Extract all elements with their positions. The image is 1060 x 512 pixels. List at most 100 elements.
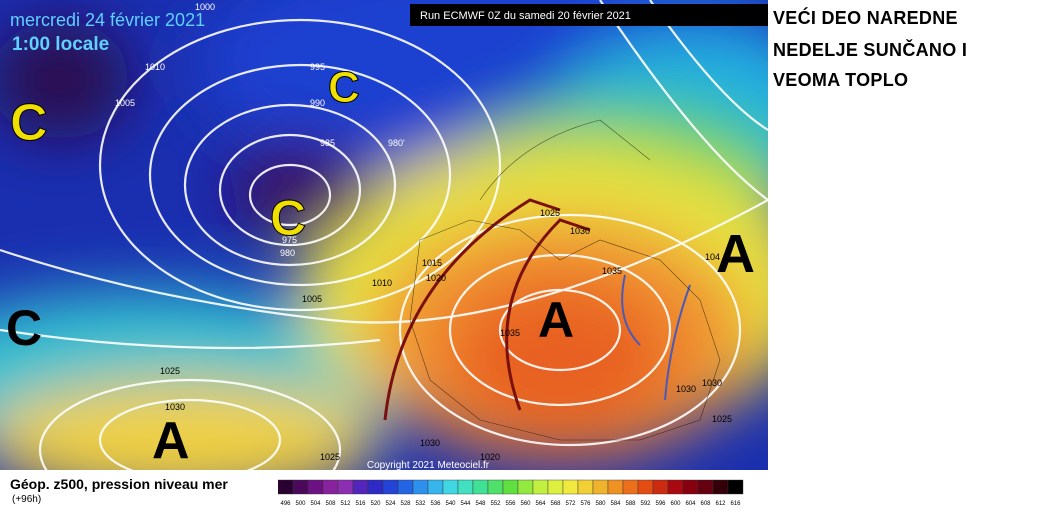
scale-swatch [517,479,534,495]
scale-swatch [427,479,444,495]
scale-label: 548 [475,501,486,507]
pressure-label: 995 [310,62,325,72]
run-label: Run ECMWF 0Z du samedi 20 février 2021 [420,10,631,22]
scale-label: 556 [505,501,516,507]
scale-swatch [337,479,354,495]
scale-label: 496 [280,501,291,507]
scale-swatch [592,479,609,495]
pressure-label: 1035 [500,328,520,338]
low-center: C [6,300,42,356]
scale-swatch [278,479,294,495]
caption-line: VEĆI DEO NAREDNE [773,8,958,28]
scale-swatch [727,479,744,495]
scale-label: 612 [715,501,726,507]
pressure-label: 1020 [426,273,446,283]
scale-label: 604 [685,501,696,507]
low-center: C [10,94,48,152]
caption-line: NEDELJE SUNČANO I [773,40,968,60]
color-scale: 496 500 504 508 512 516 520 524 528 532 536 540 544 5… [278,479,744,507]
pressure-label: 1010 [372,278,392,288]
scale-swatch [292,479,309,495]
scale-swatch [502,479,519,495]
high-center: A [716,224,755,284]
time-label: 1:00 locale [12,34,109,55]
scale-label: 532 [415,501,426,507]
weather-map: Run ECMWF 0Z du samedi 20 février 2021 m… [0,0,768,470]
run-box [410,4,768,26]
scale-swatch [667,479,684,495]
pressure-label: 1025 [160,366,180,376]
high-center: A [152,412,190,470]
scale-label: 508 [325,501,336,507]
scale-label: 608 [700,501,711,507]
high-center: A [538,292,574,348]
scale-swatch [352,479,369,495]
scale-label: 552 [490,501,501,507]
scale-swatch [412,479,429,495]
scale-label: 520 [370,501,381,507]
pressure-label: 1030 [420,438,440,448]
scale-swatch [547,479,564,495]
scale-swatch [532,479,549,495]
scale-label: 512 [340,501,351,507]
pressure-label: 1005 [115,98,135,108]
scale-label: 500 [295,501,306,507]
scale-swatch [652,479,669,495]
scale-label: 576 [580,501,591,507]
scale-label: 568 [550,501,561,507]
scale-label: 596 [655,501,666,507]
pressure-label: 1000 [195,2,215,12]
scale-swatch [367,479,384,495]
scale-swatch [472,479,489,495]
scale-label: 600 [670,501,681,507]
legend-subtitle: (+96h) [12,494,42,505]
scale-label: 536 [430,501,441,507]
pressure-label: 1025 [712,414,732,424]
pressure-label: 1025 [540,208,560,218]
scale-swatch [577,479,594,495]
pressure-label: 1030 [165,402,185,412]
scale-label: 616 [730,501,741,507]
pressure-label: 1035 [602,266,622,276]
scale-swatch [682,479,699,495]
pressure-label: 1010 [145,62,165,72]
pressure-centers: C C C C A A A [6,63,755,471]
pressure-label: 975 [282,235,297,245]
legend-title: Géop. z500, pression niveau mer [10,476,228,492]
scale-swatch [397,479,414,495]
pressure-label: 980 [280,248,295,258]
pressure-labels: 1000 1010 995 1005 990 985 980' 975 980 … [115,2,732,462]
pressure-label: 1015 [422,258,442,268]
scale-swatch [457,479,474,495]
date-label: mercredi 24 février 2021 [10,10,205,30]
scale-label: 564 [535,501,546,507]
pressure-label: 990 [310,98,325,108]
scale-label: 544 [460,501,471,507]
pressure-label: 985 [320,138,335,148]
scale-swatch [562,479,579,495]
scale-label: 504 [310,501,321,507]
scale-swatch [382,479,399,495]
pressure-label: 1025 [320,452,340,462]
copyright: Copyright 2021 Meteociel.fr [367,460,490,470]
scale-label: 560 [520,501,531,507]
scale-swatch [622,479,639,495]
scale-swatch [487,479,504,495]
scale-label: 584 [610,501,621,507]
scale-swatch [697,479,714,495]
low-center: C [270,190,306,246]
scale-swatch [712,479,729,495]
caption-line: VEOMA TOPLO [773,70,909,90]
scale-label: 572 [565,501,576,507]
pressure-label: 1005 [302,294,322,304]
pressure-label: 1030 [702,378,722,388]
scale-swatch [442,479,459,495]
scale-swatch [637,479,654,495]
scale-label: 524 [385,501,396,507]
scale-label: 588 [625,501,636,507]
pressure-label: 1030 [570,226,590,236]
pressure-label: 980' [388,138,405,148]
scale-label: 592 [640,501,651,507]
scale-swatch [307,479,324,495]
